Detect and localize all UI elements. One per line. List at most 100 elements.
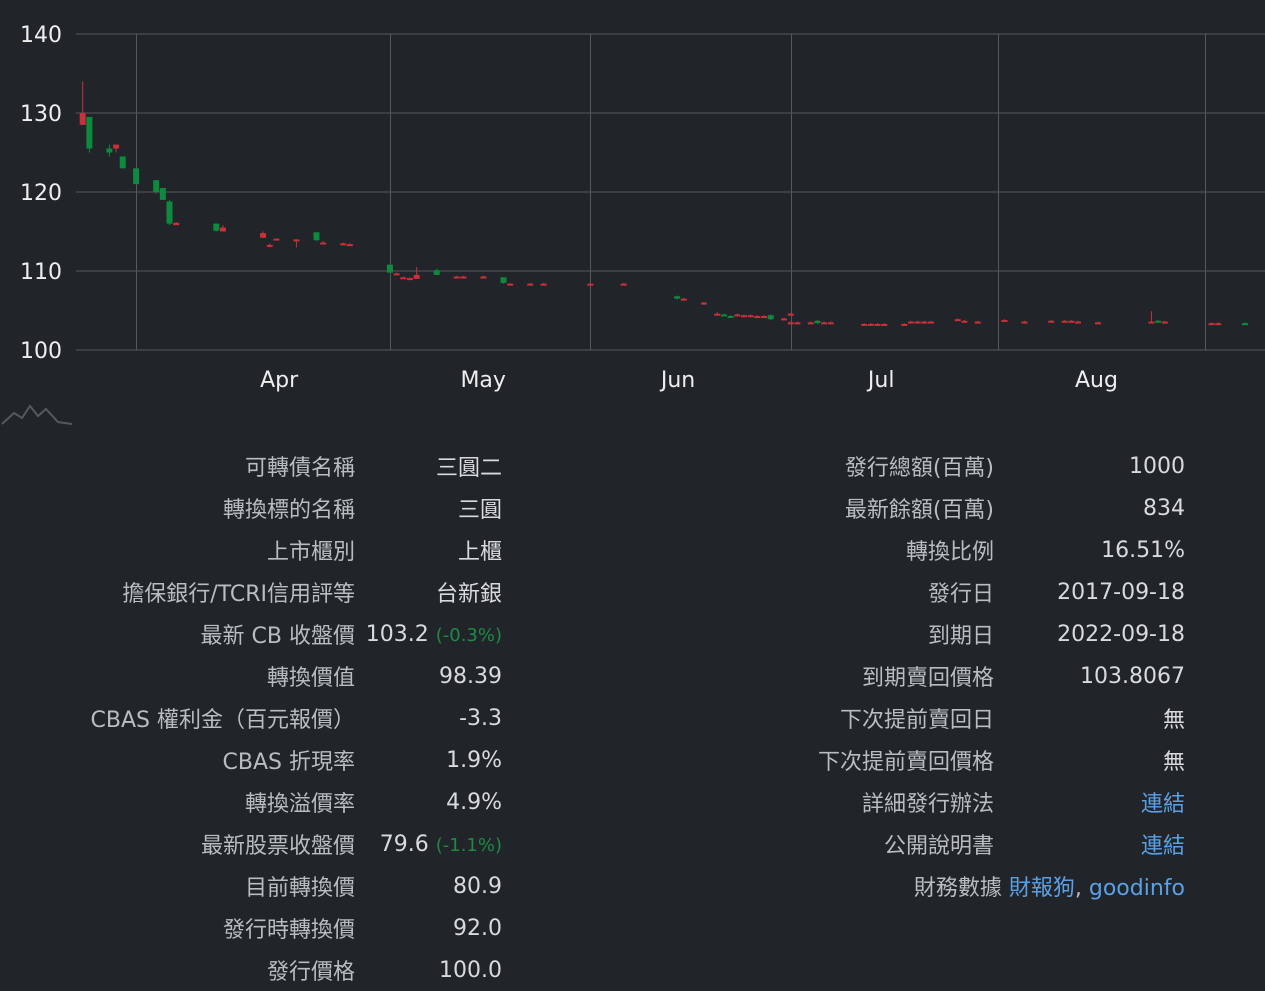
bond-info-left: 可轉債名稱 三圓二轉換標的名稱 三圓上市櫃別 上櫃擔保銀行/TCRI信用評等 台新銀最新… xyxy=(0,445,502,991)
candle-body xyxy=(1161,321,1168,324)
candle-body xyxy=(874,323,881,326)
info-label: CBAS 折現率 xyxy=(222,750,355,775)
info-row: 發行價格 100.0 xyxy=(0,949,502,991)
info-value-cell: 三圓二 xyxy=(355,445,502,487)
info-value-cell: 2022-09-18 xyxy=(994,613,1185,655)
info-label: 發行時轉換價 xyxy=(222,918,355,943)
goodinfo-link[interactable]: goodinfo xyxy=(1088,876,1185,901)
info-value-cell: 100.0 xyxy=(355,949,502,991)
info-value-cell: 無 xyxy=(994,739,1185,781)
candle-body xyxy=(921,321,928,324)
y-tick-label: 140 xyxy=(20,23,62,48)
info-label: 上市櫃別 xyxy=(266,540,355,565)
candle-body xyxy=(861,323,868,326)
info-label: 擔保銀行/TCRI信用評等 xyxy=(122,582,355,607)
info-value-cell: 834 xyxy=(994,487,1185,529)
info-value-cell: 16.51% xyxy=(994,529,1185,571)
candle-body xyxy=(754,316,761,319)
info-label: CBAS 權利金（百元報價） xyxy=(90,708,355,733)
info-row: 擔保銀行/TCRI信用評等 台新銀 xyxy=(0,571,502,613)
candle-body xyxy=(153,180,160,192)
info-row: 可轉債名稱 三圓二 xyxy=(0,445,502,487)
info-label: 到期賣回價格 xyxy=(861,666,994,691)
info-label: 最新餘額(百萬) xyxy=(844,498,994,523)
info-row: CBAS 折現率 1.9% xyxy=(0,739,502,781)
candle-body xyxy=(79,113,86,125)
candle-body xyxy=(386,264,393,273)
info-value-cell: 103.8067 xyxy=(994,655,1185,697)
candle-body xyxy=(500,277,507,283)
candle-body xyxy=(86,116,93,149)
info-value: 2022-09-18 xyxy=(1057,621,1185,647)
candle-body xyxy=(413,274,420,279)
info-value: 100.0 xyxy=(439,957,502,983)
x-tick-label: Aug xyxy=(1075,368,1118,393)
info-label: 詳細發行辦法 xyxy=(861,792,994,817)
candle-body xyxy=(453,276,460,279)
info-row: 發行總額(百萬) 1000 xyxy=(700,445,1185,487)
info-label: 發行總額(百萬) xyxy=(844,456,994,481)
info-value: 4.9% xyxy=(446,789,502,815)
info-value: 1.9% xyxy=(446,747,502,773)
info-value: 三圓 xyxy=(457,498,502,523)
info-row: 轉換標的名稱 三圓 xyxy=(0,487,502,529)
info-value-cell: 4.9% xyxy=(355,781,502,823)
info-value-cell: 上櫃 xyxy=(355,529,502,571)
info-label: 發行日 xyxy=(927,582,994,607)
x-tick-label: Jun xyxy=(659,368,695,393)
candle-body xyxy=(928,321,935,324)
candle-body xyxy=(620,283,627,286)
info-row: 下次提前賣回價格 無 xyxy=(700,739,1185,781)
document-link[interactable]: 連結 xyxy=(1140,834,1185,859)
info-row: 下次提前賣回日 無 xyxy=(700,697,1185,739)
info-row: 最新餘額(百萬) 834 xyxy=(700,487,1185,529)
candle-body xyxy=(974,321,981,324)
info-row: 發行時轉換價 92.0 xyxy=(0,907,502,949)
candle-body xyxy=(901,323,908,326)
info-row-sources: 財務數據 財報狗, goodinfo xyxy=(700,865,1185,907)
candle-body xyxy=(1061,320,1068,323)
candle-body xyxy=(827,322,834,325)
candle-body xyxy=(954,319,961,322)
candle-body xyxy=(700,302,707,305)
info-label: 最新 CB 收盤價 xyxy=(200,624,355,649)
y-tick-label: 110 xyxy=(20,260,62,285)
caibaogou-link[interactable]: 財報狗 xyxy=(1008,876,1075,901)
info-value: 834 xyxy=(1143,495,1185,521)
candle-body xyxy=(540,283,547,286)
info-label: 發行價格 xyxy=(266,960,355,985)
info-value: 79.6 xyxy=(379,831,429,857)
info-value-cell: 2017-09-18 xyxy=(994,571,1185,613)
candle-body xyxy=(1074,321,1081,324)
document-link[interactable]: 連結 xyxy=(1140,792,1185,817)
info-value: 16.51% xyxy=(1101,537,1185,563)
info-value: -3.3 xyxy=(459,705,502,731)
candle-body xyxy=(821,322,828,325)
info-value: 92.0 xyxy=(453,915,502,941)
info-label: 最新股票收盤價 xyxy=(200,834,355,859)
candle-body xyxy=(1048,320,1055,323)
info-value: 上櫃 xyxy=(457,540,502,565)
candle-body xyxy=(159,188,166,200)
info-value-cell: 連結 xyxy=(994,781,1185,823)
info-value: 2017-09-18 xyxy=(1057,579,1185,605)
candle-body xyxy=(1241,323,1248,326)
info-value-cell: 1000 xyxy=(994,445,1185,487)
info-value-cell: 80.9 xyxy=(355,865,502,907)
info-label: 轉換比例 xyxy=(905,540,994,565)
info-value: 103.2 xyxy=(365,621,429,647)
info-label: 目前轉換價 xyxy=(244,876,355,901)
info-value: 三圓二 xyxy=(435,456,502,481)
candle-body xyxy=(814,320,821,324)
bond-info-right: 發行總額(百萬) 1000 最新餘額(百萬) 834 轉換比例 16.51% 發行日 2017… xyxy=(700,445,1185,907)
candle-body xyxy=(133,168,140,185)
sources-separator: , xyxy=(1074,876,1082,901)
info-label: 可轉債名稱 xyxy=(244,456,355,481)
sources-label: 財務數據 xyxy=(913,876,1002,901)
price-change: (-1.1%) xyxy=(435,834,502,856)
info-value-cell: 103.2 (-0.3%) xyxy=(355,613,502,655)
price-change: (-0.3%) xyxy=(435,624,502,646)
candle-body xyxy=(406,278,413,281)
candle-body xyxy=(1208,323,1215,326)
info-row: 公開說明書 連結 xyxy=(700,823,1185,865)
